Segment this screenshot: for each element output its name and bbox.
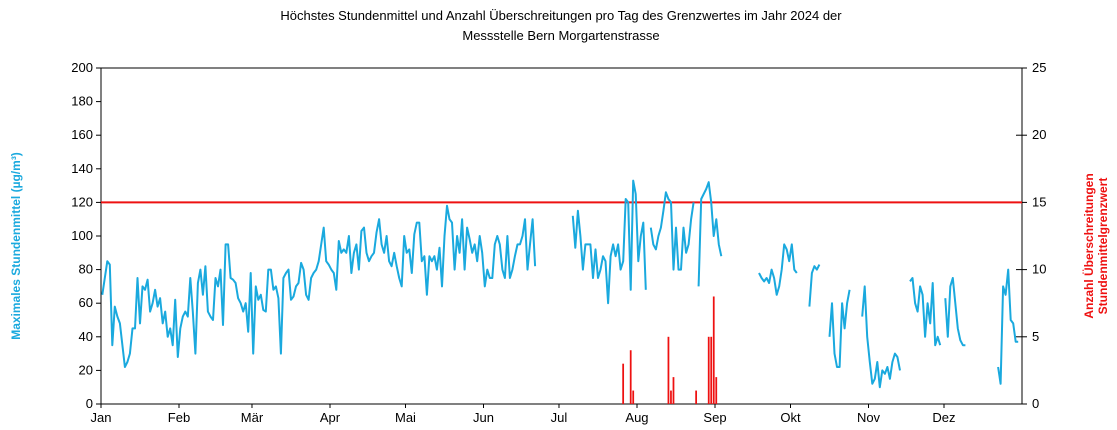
x-tick-label: Jan <box>91 410 112 425</box>
y2-tick-label: 10 <box>1032 262 1046 277</box>
x-tick-label: Aug <box>625 410 648 425</box>
exceedance-bar <box>707 336 710 404</box>
y2-tick-label: 0 <box>1032 396 1039 411</box>
y-tick-label: 140 <box>71 161 93 176</box>
plot-frame <box>100 67 1023 405</box>
y-tick-label: 0 <box>86 396 93 411</box>
x-tick-label: Sep <box>703 410 726 425</box>
exceedance-bar <box>712 296 715 404</box>
y-tick-label: 180 <box>71 94 93 109</box>
x-tick-label: Okt <box>780 410 801 425</box>
x-tick-label: Dez <box>932 410 955 425</box>
x-tick-label: Apr <box>320 410 341 425</box>
y2-tick-label: 5 <box>1032 329 1039 344</box>
x-tick-label: Jun <box>473 410 494 425</box>
exceedance-bar <box>672 377 675 404</box>
y-tick-label: 40 <box>79 329 93 344</box>
x-tick-label: Jul <box>551 410 568 425</box>
y-tick-label: 100 <box>71 228 93 243</box>
exceedance-bar <box>629 350 632 404</box>
y2-tick-label: 15 <box>1032 194 1046 209</box>
x-tick-label: Mai <box>395 410 416 425</box>
y-tick-label: 60 <box>79 295 93 310</box>
y-tick-label: 160 <box>71 127 93 142</box>
x-tick-label: Nov <box>857 410 881 425</box>
y-axis-label: Maximales Stundenmittel (µg/m³) <box>9 152 23 340</box>
y-tick-label: 80 <box>79 262 93 277</box>
x-tick-label: Mär <box>241 410 264 425</box>
exceedance-bar <box>710 336 713 404</box>
exceedance-bar <box>622 363 625 404</box>
y-tick-label: 200 <box>71 60 93 75</box>
exceedance-bar <box>715 377 718 404</box>
chart-title: Höchstes Stundenmittel und Anzahl Übersc… <box>280 8 842 23</box>
x-tick-label: Feb <box>168 410 190 425</box>
exceedance-bar <box>632 390 635 404</box>
y2-tick-label: 25 <box>1032 60 1046 75</box>
exceedance-bar <box>695 390 698 404</box>
y-tick-label: 20 <box>79 362 93 377</box>
y2-axis-label: Anzahl Überschreitungen <box>1081 173 1096 318</box>
exceedance-bar <box>670 390 672 404</box>
exceedance-bar <box>667 336 670 404</box>
chart-title: Messstelle Bern Morgartenstrasse <box>462 28 659 43</box>
data-line <box>101 179 1019 389</box>
y2-axis-label: Stundenmittelgrenzwert <box>1096 178 1110 315</box>
y2-tick-label: 20 <box>1032 127 1046 142</box>
y-tick-label: 120 <box>71 194 93 209</box>
